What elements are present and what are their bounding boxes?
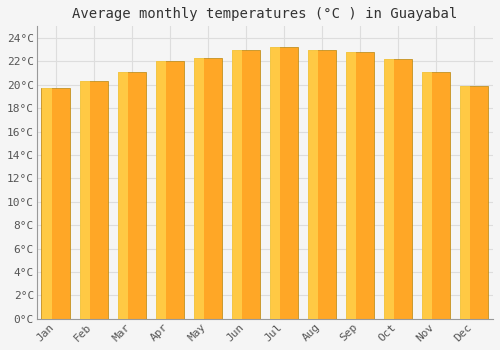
Bar: [42, 88, 51, 319]
Bar: [346, 52, 356, 319]
Bar: [80, 81, 90, 319]
Bar: [118, 72, 128, 319]
Bar: [460, 86, 488, 319]
Bar: [232, 50, 242, 319]
Bar: [384, 59, 412, 319]
Bar: [308, 50, 336, 319]
Bar: [270, 47, 298, 319]
Bar: [118, 72, 146, 319]
Bar: [80, 81, 108, 319]
Bar: [422, 72, 450, 319]
Bar: [194, 58, 204, 319]
Bar: [422, 72, 432, 319]
Bar: [460, 86, 470, 319]
Bar: [194, 58, 222, 319]
Bar: [308, 50, 318, 319]
Bar: [156, 61, 184, 319]
Bar: [156, 61, 166, 319]
Bar: [270, 47, 280, 319]
Bar: [42, 88, 70, 319]
Title: Average monthly temperatures (°C ) in Guayabal: Average monthly temperatures (°C ) in Gu…: [72, 7, 458, 21]
Bar: [384, 59, 394, 319]
Bar: [232, 50, 260, 319]
Bar: [346, 52, 374, 319]
